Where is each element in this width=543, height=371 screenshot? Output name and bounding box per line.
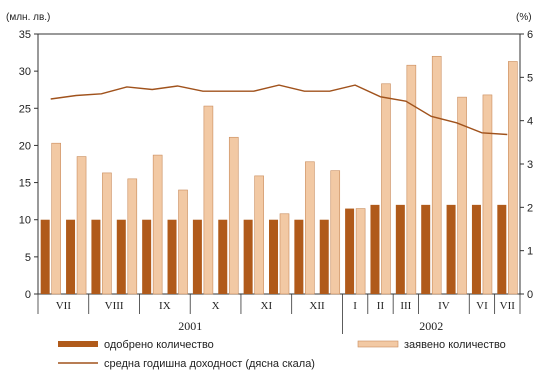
line-yield [50,84,508,136]
bar-approved [497,204,507,294]
month-label: IV [438,300,450,312]
bar-approved [395,204,405,294]
bar-approved [446,204,456,294]
legend-swatch-requested [357,340,399,348]
legend-swatch-approved [58,341,98,347]
right-tick-label: 4 [527,116,533,128]
legend-label-approved: одобрено количество [104,339,214,351]
month-label: VII [56,300,72,312]
bar-requested [406,64,417,295]
legend-label-requested: заявено количество [404,339,506,351]
bar-requested [457,96,467,295]
left-tick-label: 5 [25,252,31,264]
bar-requested [381,83,391,295]
bar-requested [127,178,138,295]
bar-approved [116,219,126,294]
right-tick-label: 5 [527,72,533,84]
bar-requested [279,213,290,295]
left-axis-unit: (млн. лв.) [6,12,50,23]
year-label: 2001 [178,319,202,333]
right-tick-label: 3 [527,159,533,171]
right-axis-unit: (%) [516,12,532,23]
left-tick-label: 35 [19,29,31,41]
bar-approved [91,219,101,294]
month-label: VI [476,300,488,312]
bar-requested [254,175,264,295]
year-label: 2002 [419,319,443,333]
bar-requested [482,94,493,295]
bar-requested [203,105,214,295]
bar-approved [218,219,228,294]
month-label: II [377,300,385,312]
bar-requested [330,170,341,295]
month-label: XI [261,300,273,312]
left-tick-label: 10 [19,215,31,227]
bar-requested [305,161,315,295]
month-label: I [353,300,357,312]
bar-approved [40,219,50,294]
bar-approved [142,219,152,294]
bar-approved [243,219,253,294]
bar-approved [269,219,278,294]
right-tick-label: 0 [527,289,533,301]
bar-approved [471,204,481,294]
bar-approved [294,219,304,294]
left-tick-label: 0 [25,289,31,301]
month-label: VIII [105,300,124,312]
bar-requested [102,172,112,295]
left-tick-label: 20 [19,140,31,152]
bar-requested [355,208,366,295]
month-label: III [400,300,411,312]
month-label: IX [159,300,171,312]
bar-approved [192,219,202,294]
left-tick-label: 15 [19,178,31,190]
bar-approved [66,219,76,294]
left-tick-label: 30 [19,66,31,78]
month-label: XII [309,300,325,312]
bar-requested [431,55,442,295]
bar-requested [76,156,87,295]
bar-requested [51,142,61,295]
bar-approved [345,208,355,294]
bar-approved [167,219,177,294]
month-label: VII [500,300,516,312]
legend: одобрено количество заявено количество сре… [58,339,506,370]
left-tick-label: 25 [19,103,31,115]
bar-approved [370,204,380,294]
legend-label-yield: средна годишна доходност (дясна скала) [104,358,315,370]
right-tick-label: 2 [527,202,533,214]
month-label: X [212,300,220,312]
bar-requested [152,154,163,295]
right-tick-label: 6 [527,29,533,41]
bar-requested [178,189,188,295]
bar-requested [228,136,239,295]
bar-requested [508,61,518,295]
bar-approved [421,204,431,294]
right-tick-label: 1 [527,246,533,258]
bar-approved [319,219,329,294]
